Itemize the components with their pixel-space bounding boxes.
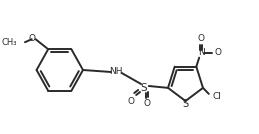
Text: S: S	[182, 99, 189, 109]
Text: O: O	[198, 34, 205, 43]
Text: O: O	[143, 100, 150, 109]
Text: N: N	[198, 48, 205, 57]
Text: O: O	[214, 48, 221, 57]
Text: S: S	[141, 83, 147, 93]
Text: O: O	[28, 34, 35, 43]
Text: O: O	[128, 96, 135, 105]
Text: Cl: Cl	[212, 92, 221, 101]
Text: NH: NH	[109, 66, 123, 75]
Text: CH₃: CH₃	[2, 38, 17, 47]
